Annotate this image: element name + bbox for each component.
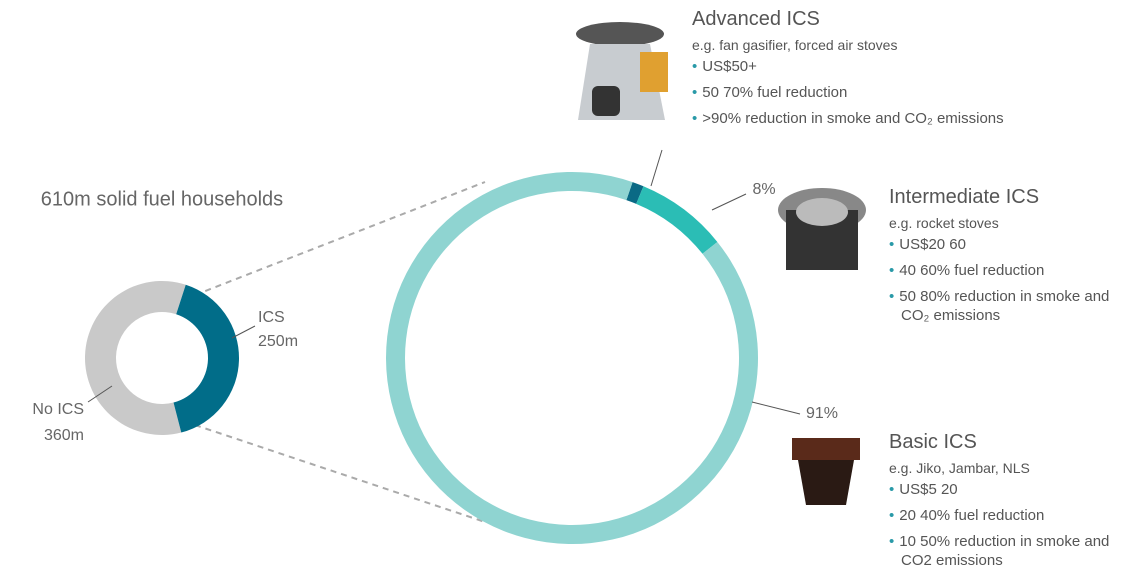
description: Advanced ICS e.g. fan gasifier, forced ai… xyxy=(692,8,1132,135)
chart-title: 610m solid fuel households xyxy=(41,188,283,210)
bullet: 50 70% fuel reduction xyxy=(692,83,1132,102)
description: Intermediate ICS e.g. rocket stoves US$20 … xyxy=(889,186,1139,332)
segment-label: ICS xyxy=(258,309,285,326)
value-label: 91% xyxy=(806,405,838,422)
description-subtitle: e.g. Jiko, Jambar, NLS xyxy=(889,460,1030,476)
description-subtitle: e.g. rocket stoves xyxy=(889,215,999,231)
donut-segment xyxy=(173,284,240,433)
value-label: 250m xyxy=(258,333,298,350)
bullet: 20 40% fuel reduction xyxy=(889,506,1139,525)
bullet: >90% reduction in smoke and CO₂ emission… xyxy=(692,109,1132,128)
segment-label: No ICS xyxy=(32,401,84,418)
value-label: 360m xyxy=(44,427,84,444)
bullet: US$5 20 xyxy=(889,480,1139,499)
stove-image xyxy=(792,438,860,505)
description-title: Advanced ICS xyxy=(692,8,820,30)
value-label: 8% xyxy=(752,181,775,198)
description-title: Basic ICS xyxy=(889,431,977,453)
bullet: 40 60% fuel reduction xyxy=(889,261,1139,280)
leader-line xyxy=(650,149,663,187)
stove-image xyxy=(778,188,866,270)
stove-image xyxy=(576,22,668,120)
bullet-list: US$5 20 20 40% fuel reduction 10 50% reduc… xyxy=(889,480,1139,570)
bullet: US$50+ xyxy=(692,57,1132,76)
description-title: Intermediate ICS xyxy=(889,186,1040,208)
connector xyxy=(194,181,486,296)
description: Basic ICS e.g. Jiko, Jambar, NLS US$5 20 20… xyxy=(889,431,1139,577)
leader-line xyxy=(231,325,256,339)
bullet-list: US$50+ 50 70% fuel reduction >90% reductio… xyxy=(692,57,1132,128)
donut-segment xyxy=(636,186,718,254)
connector xyxy=(194,424,486,523)
leader-line xyxy=(751,401,801,415)
leader-line xyxy=(87,385,113,403)
bullet: 50 80% reduction in smoke and CO₂ emissi… xyxy=(889,287,1139,325)
description-subtitle: e.g. fan gasifier, forced air stoves xyxy=(692,37,898,53)
donut-segment xyxy=(85,281,186,435)
leader-line xyxy=(711,193,747,211)
bullet: US$20 60 xyxy=(889,235,1139,254)
bullet: 10 50% reduction in smoke and CO2 emissi… xyxy=(889,532,1139,570)
donut-segment xyxy=(626,182,644,204)
bullet-list: US$20 60 40 60% fuel reduction 50 80% redu… xyxy=(889,235,1139,325)
